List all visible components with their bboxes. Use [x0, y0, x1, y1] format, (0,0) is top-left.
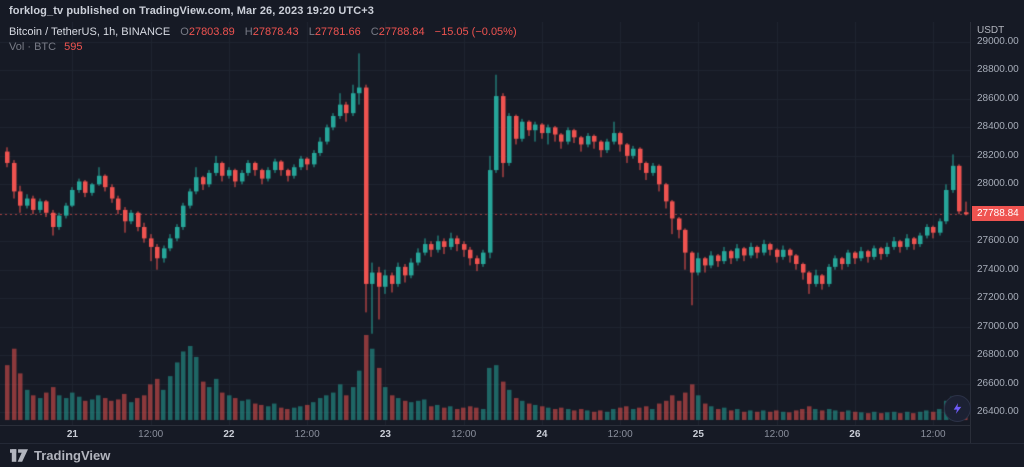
price-axis-label: 28400.00	[977, 121, 1019, 133]
change-value: −15.05 (−0.05%)	[434, 26, 517, 38]
time-axis-label: 24	[536, 429, 548, 440]
open-value: 27803.89	[188, 26, 235, 38]
price-axis-label: 29000.00	[977, 36, 1019, 47]
lightning-bolt-icon	[953, 403, 962, 414]
open-label: O	[180, 26, 189, 38]
price-axis-label: 27600.00	[977, 235, 1019, 247]
time-axis-label: 26	[849, 429, 861, 440]
footer-bar: TradingView	[0, 443, 1024, 467]
price-axis-label: 28000.00	[977, 178, 1019, 190]
time-axis-label: 12:00	[764, 429, 790, 440]
publish-info-bar: forklog_tv published on TradingView.com,…	[0, 0, 1024, 22]
volume-value: 595	[64, 41, 83, 53]
time-axis-label: 23	[379, 429, 391, 440]
high-label: H	[244, 26, 253, 38]
candlestick-chart[interactable]	[0, 22, 970, 425]
close-value: 27788.84	[378, 26, 425, 38]
price-axis-label: 28800.00	[977, 64, 1019, 76]
time-axis-label: 12:00	[920, 429, 946, 440]
time-axis-label: 12:00	[294, 429, 320, 440]
time-axis-label: 22	[223, 429, 235, 440]
tradingview-logo-icon[interactable]	[10, 449, 28, 462]
legend-volume-row: Vol · BTC 595	[9, 40, 517, 55]
time-axis-label: 12:00	[451, 429, 477, 440]
time-axis-label: 25	[692, 429, 704, 440]
high-value: 27878.43	[252, 26, 299, 38]
price-axis-label: 26600.00	[977, 377, 1019, 389]
close-label: C	[370, 26, 379, 38]
price-axis-label: 27400.00	[977, 263, 1019, 275]
time-axis-label: 21	[66, 429, 78, 440]
current-price-badge: 27788.84	[972, 206, 1024, 222]
tradingview-logo-text[interactable]: TradingView	[34, 448, 111, 463]
instant-trading-button[interactable]	[944, 395, 971, 422]
price-axis-label: 27000.00	[977, 320, 1019, 332]
volume-label: Vol · BTC	[9, 41, 57, 53]
legend-symbol-row: Bitcoin / TetherUS, 1h, BINANCE O27803.8…	[9, 25, 517, 40]
time-axis-label: 12:00	[138, 429, 164, 440]
time-axis[interactable]: 21 12:00 22 12:00 23 12:00 24 12:00 25 12:00 26 12:…	[0, 425, 970, 444]
price-axis-label: 28600.00	[977, 92, 1019, 104]
price-axis-label: 26400.00	[977, 406, 1019, 417]
price-axis-label: 27200.00	[977, 292, 1019, 304]
price-axis[interactable]: USDT 27788.84 29000.00 28800.00 28600.00 28…	[970, 22, 1024, 443]
price-axis-currency: USDT	[977, 25, 1005, 36]
symbol-title[interactable]: Bitcoin / TetherUS, 1h, BINANCE	[9, 26, 171, 38]
chart-legend: Bitcoin / TetherUS, 1h, BINANCE O27803.8…	[9, 25, 517, 55]
publish-info-text: forklog_tv published on TradingView.com,…	[9, 5, 375, 17]
low-value: 27781.66	[314, 26, 361, 38]
price-axis-label: 26800.00	[977, 349, 1019, 361]
low-label: L	[308, 26, 315, 38]
price-axis-label: 28200.00	[977, 149, 1019, 161]
time-axis-label: 12:00	[607, 429, 633, 440]
